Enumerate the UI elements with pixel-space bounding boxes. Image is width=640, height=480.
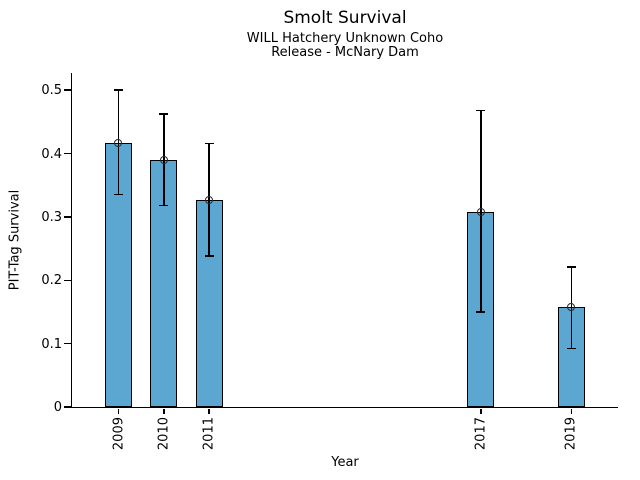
x-tick-label: 2019: [563, 417, 579, 451]
y-tick-mark: [64, 152, 72, 155]
error-bar-cap-bottom: [114, 193, 124, 196]
y-tick-mark: [64, 406, 72, 408]
chart-title: Smolt Survival: [283, 8, 407, 28]
x-tick-mark: [208, 408, 210, 414]
x-tick-label: 2009: [111, 417, 127, 451]
error-bar-cap-top: [204, 142, 214, 145]
y-tick-label: 0.2: [41, 273, 62, 289]
y-tick-mark: [64, 279, 72, 281]
data-point-marker: [567, 303, 576, 312]
x-tick-label: 2011: [201, 417, 217, 451]
data-point-marker: [114, 139, 123, 148]
y-tick-mark: [64, 89, 72, 91]
y-tick-label: 0.4: [41, 146, 62, 162]
plot-area: 0 0.1 0.2 0.3 0.4 0.5 2009 2010 2011 2017 2019: [41, 73, 618, 450]
x-tick-label: 2010: [156, 417, 172, 451]
error-bar-cap-bottom: [159, 204, 169, 207]
y-tick-mark: [64, 216, 72, 218]
error-bar-cap-bottom: [204, 255, 214, 257]
y-tick-label: 0.1: [41, 336, 62, 352]
x-tick-label: 2017: [473, 417, 489, 451]
data-point-marker: [159, 156, 168, 165]
data-point-marker: [476, 208, 485, 217]
x-tick-mark: [570, 408, 573, 414]
x-tick-mark: [117, 408, 120, 414]
error-bar-cap-top: [159, 113, 169, 115]
x-axis-label: Year: [331, 455, 359, 470]
y-tick-label: 0: [53, 400, 62, 415]
error-bar-cap-top: [566, 266, 576, 268]
data-point-marker: [204, 196, 213, 205]
error-bar-cap-bottom: [476, 311, 486, 313]
error-bar-cap-bottom: [566, 347, 576, 350]
chart-subtitle-line-1: WILL Hatchery Unknown Coho: [246, 30, 444, 46]
y-tick-label: 0.3: [41, 209, 62, 225]
x-tick-mark: [163, 408, 165, 414]
chart-subtitle-line-2: Release - McNary Dam: [271, 45, 419, 61]
error-bar-cap-top: [476, 109, 486, 112]
y-tick-mark: [64, 342, 72, 345]
y-tick-label: 0.5: [41, 83, 62, 99]
y-axis-label: PIT-Tag Survival: [7, 189, 23, 291]
error-bar-cap-top: [114, 89, 124, 91]
chart-header: Smolt Survival WILL Hatchery Unknown Coh…: [72, 8, 618, 61]
x-tick-mark: [480, 408, 482, 414]
